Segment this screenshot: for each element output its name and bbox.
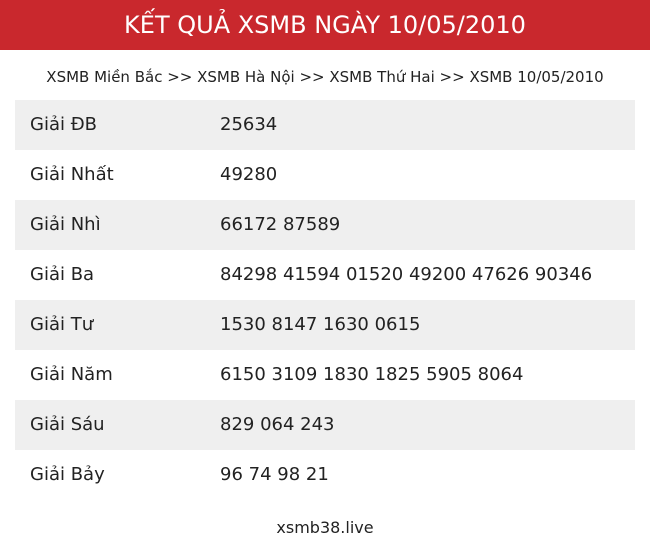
prize-label: Giải ĐB <box>30 114 97 135</box>
prize-numbers: 25634 <box>220 114 278 135</box>
table-row: Giải Bảy 96 74 98 21 <box>15 450 635 500</box>
prize-numbers: 6150 3109 1830 1825 5905 8064 <box>220 364 524 385</box>
table-row: Giải ĐB 25634 <box>15 100 635 150</box>
prize-numbers: 1530 8147 1630 0615 <box>220 314 421 335</box>
prize-label: Giải Năm <box>30 364 113 385</box>
prize-label: Giải Nhất <box>30 164 114 185</box>
prize-numbers: 84298 41594 01520 49200 47626 90346 <box>220 264 593 285</box>
prize-label: Giải Bảy <box>30 464 105 485</box>
breadcrumb[interactable]: XSMB Miền Bắc >> XSMB Hà Nội >> XSMB Thứ… <box>46 68 604 86</box>
table-row: Giải Nhì 66172 87589 <box>15 200 635 250</box>
table-row: Giải Năm 6150 3109 1830 1825 5905 8064 <box>15 350 635 400</box>
prize-label: Giải Tư <box>30 314 94 335</box>
table-row: Giải Sáu 829 064 243 <box>15 400 635 450</box>
table-row: Giải Nhất 49280 <box>15 150 635 200</box>
prize-numbers: 829 064 243 <box>220 414 335 435</box>
prize-numbers: 66172 87589 <box>220 214 341 235</box>
results-table: Giải ĐB 25634 Giải Nhất 49280 Giải Nhì 66172 … <box>15 100 635 500</box>
prize-label: Giải Nhì <box>30 214 101 235</box>
prize-label: Giải Sáu <box>30 414 105 435</box>
table-row: Giải Ba 84298 41594 01520 49200 47626 903… <box>15 250 635 300</box>
header-title: KẾT QUẢ XSMB NGÀY 10/05/2010 <box>0 0 650 50</box>
prize-numbers: 96 74 98 21 <box>220 464 329 485</box>
footer-site[interactable]: xsmb38.live <box>276 518 374 537</box>
prize-label: Giải Ba <box>30 264 95 285</box>
prize-numbers: 49280 <box>220 164 278 185</box>
table-row: Giải Tư 1530 8147 1630 0615 <box>15 300 635 350</box>
